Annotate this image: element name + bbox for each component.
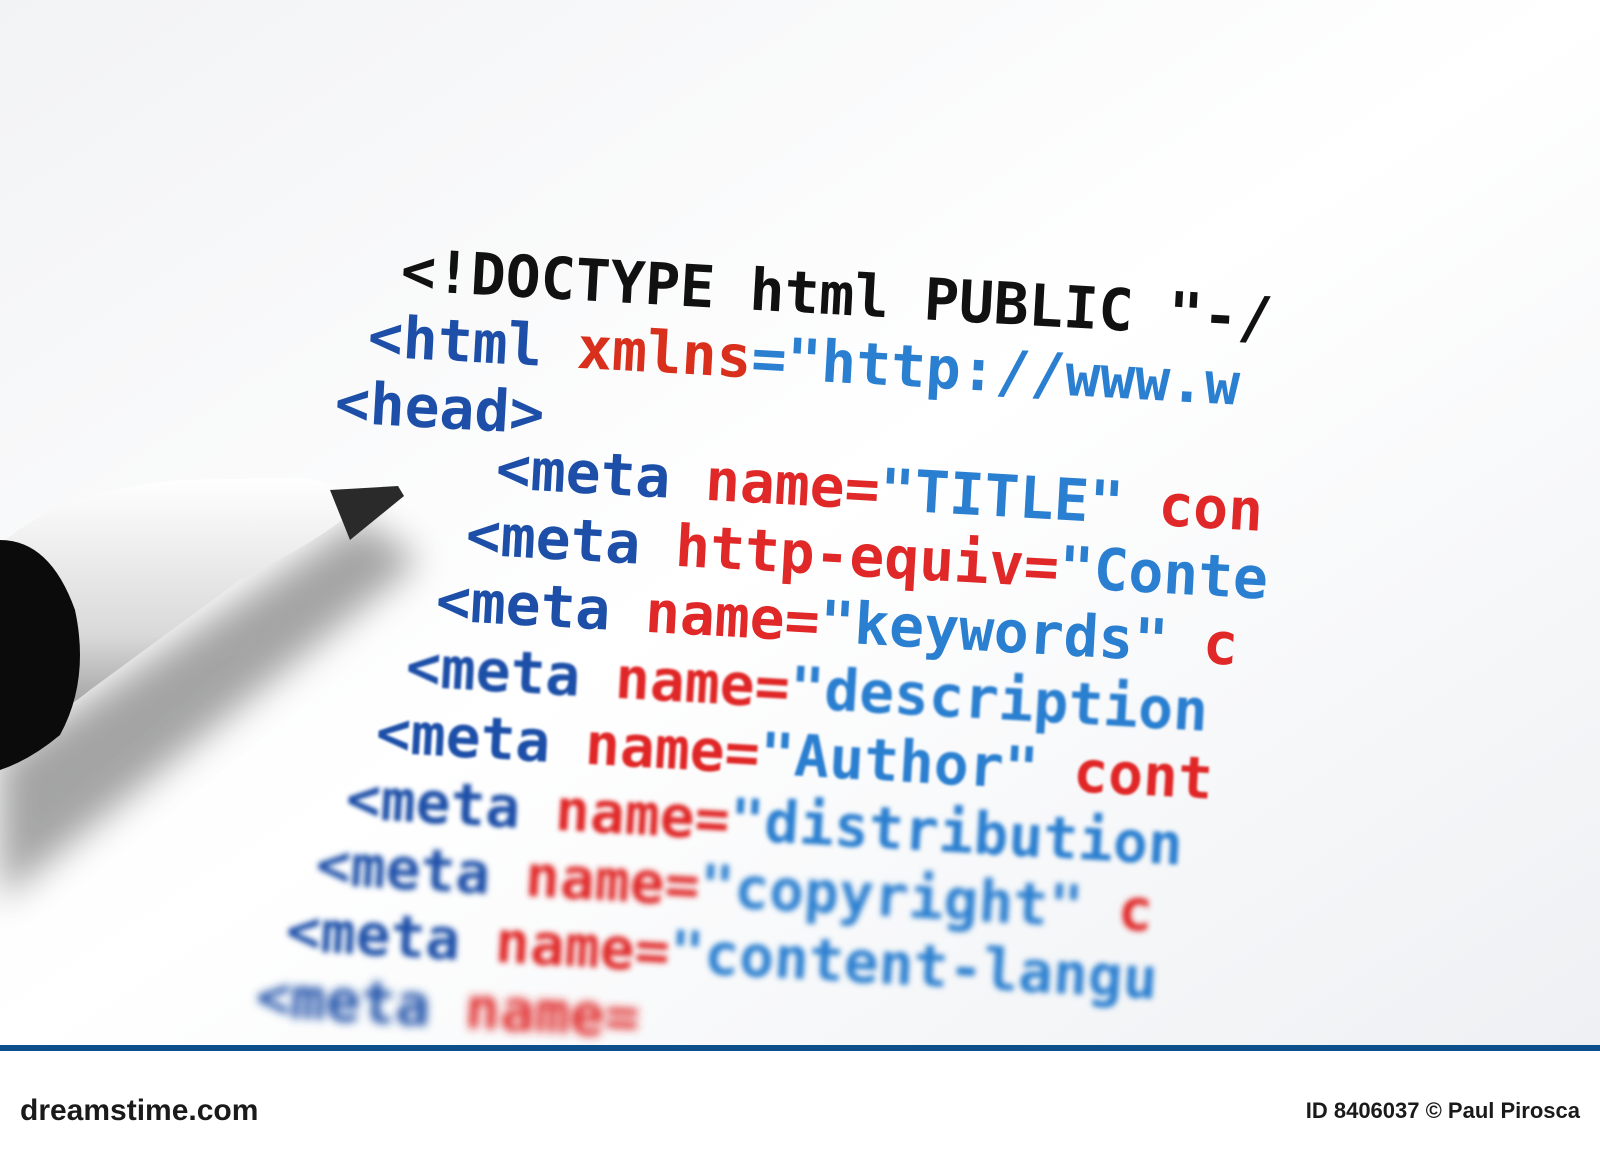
code-token: cont — [1037, 735, 1215, 813]
code-token: name= — [609, 576, 822, 656]
footer-site: dreamstime.com — [20, 1094, 258, 1127]
code-token: "Author" — [758, 720, 1041, 803]
code-token: name= — [459, 906, 672, 986]
code-token: name= — [669, 444, 882, 524]
code-token: xmlns — [541, 312, 754, 392]
code-token: c — [1081, 873, 1155, 945]
footer-bar — [0, 1047, 1600, 1157]
pen-barrel — [0, 478, 352, 740]
code-token: <meta — [494, 434, 672, 512]
footer-stripe — [0, 1045, 1600, 1051]
code-line: <meta name= — [254, 962, 641, 1051]
code-token: <meta — [464, 500, 642, 578]
pen-tip — [330, 486, 404, 540]
code-line: <meta name="content-langu — [284, 896, 1159, 1013]
footer-credit: ID 8406037 © Paul Pirosca — [1306, 1098, 1581, 1123]
code-line: <meta name="distribution — [344, 764, 1185, 879]
code-token: <meta — [314, 830, 492, 908]
code-token: c — [1166, 607, 1240, 679]
code-token: name= — [579, 642, 792, 722]
code-token: <meta — [284, 896, 462, 974]
code-token: con — [1122, 469, 1265, 545]
pen-grip — [0, 540, 80, 770]
code-token: <meta — [434, 566, 612, 644]
code-token: "TITLE" — [878, 456, 1126, 538]
pen — [0, 478, 420, 900]
code-token: <meta — [344, 764, 522, 842]
code-token: name= — [549, 708, 762, 788]
code-token: "Conte — [1057, 533, 1270, 613]
pen-shadow — [0, 520, 420, 900]
code-token: name= — [489, 840, 702, 920]
code-line: <head> — [333, 368, 546, 448]
code-line: <meta name="TITLE" con — [494, 434, 1265, 545]
code-token: <head> — [333, 368, 546, 448]
code-token: <meta — [374, 698, 552, 776]
code-block: <!DOCTYPE html PUBLIC "-/<html xmlns="ht… — [254, 236, 1274, 1051]
code-line: <meta name="copyright" c — [314, 830, 1155, 945]
code-token: name= — [429, 972, 642, 1052]
code-token: <html — [366, 302, 544, 380]
code-line: <meta http-equiv="Conte — [464, 500, 1270, 613]
code-line: <meta name="Author" cont — [374, 698, 1215, 813]
code-token: <meta — [404, 632, 582, 710]
code-token: name= — [519, 774, 732, 854]
code-token: <meta — [254, 962, 432, 1040]
